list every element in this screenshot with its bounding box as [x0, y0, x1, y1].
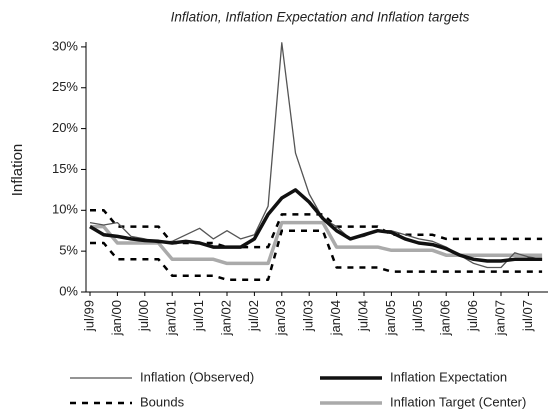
x-tick-label: jul/07 — [520, 300, 535, 332]
y-tick-label: 25% — [52, 79, 78, 94]
x-tick-label: jan/02 — [218, 300, 233, 336]
legend-label: Inflation Expectation — [390, 369, 507, 384]
x-tick-label: jul/01 — [191, 300, 206, 332]
x-tick-label: jan/00 — [109, 300, 124, 336]
y-tick-label: 30% — [52, 38, 78, 53]
x-tick-label: jul/04 — [355, 300, 370, 332]
y-tick-label: 5% — [59, 243, 78, 258]
y-tick-label: 20% — [52, 120, 78, 135]
legend-label: Inflation (Observed) — [140, 369, 254, 384]
x-tick-label: jan/01 — [164, 300, 179, 336]
x-tick-label: jul/02 — [246, 300, 261, 332]
series-line — [89, 42, 543, 269]
legend-label: Inflation Target (Center) — [390, 394, 526, 409]
lower-bound — [90, 229, 543, 281]
x-tick-label: jul/00 — [136, 300, 151, 332]
y-tick-label: 0% — [59, 283, 78, 298]
x-tick-label: jan/04 — [328, 300, 343, 336]
x-tick-label: jul/05 — [410, 300, 425, 332]
y-tick-label: 10% — [52, 202, 78, 217]
series-line — [90, 220, 543, 266]
x-tick-label: jul/06 — [465, 300, 480, 332]
x-tick-label: jan/05 — [383, 300, 398, 336]
upper-bound — [90, 209, 543, 249]
x-tick-label: jan/06 — [438, 300, 453, 336]
x-tick-label: jul/03 — [301, 300, 316, 332]
legend-label: Bounds — [140, 394, 185, 409]
chart-title: Inflation, Inflation Expectation and Inf… — [171, 10, 470, 25]
x-tick-label: jan/03 — [273, 300, 288, 336]
x-tick-label: jan/07 — [492, 300, 507, 336]
y-tick-label: 15% — [52, 161, 78, 176]
x-tick-label: jul/99 — [81, 300, 96, 332]
series-line — [89, 188, 543, 263]
y-axis-label: Inflation — [9, 144, 26, 197]
